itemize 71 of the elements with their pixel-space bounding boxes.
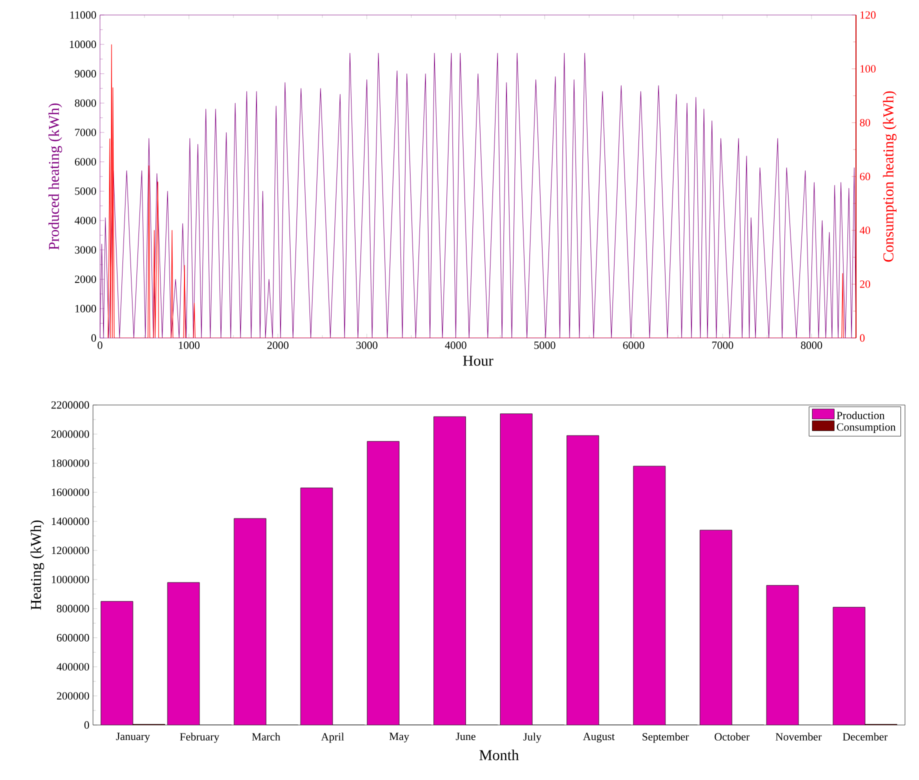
bar: [633, 466, 666, 725]
y2-tick-label: 120: [860, 11, 876, 19]
x-tick-label: January: [116, 732, 150, 742]
bar: [100, 601, 134, 725]
x-tick-label: 5000: [534, 342, 556, 349]
y-tick-label: 1800000: [52, 459, 90, 467]
x-tick-label: 1000: [178, 342, 200, 349]
y-tick-label: 0: [91, 334, 96, 342]
y2-tick-label: 0: [860, 334, 865, 342]
x-tick-label: 4000: [444, 342, 466, 349]
x-axis-title: Month: [479, 750, 519, 760]
y-tick-label: 1600000: [52, 488, 90, 496]
y-tick-label: 4000: [74, 216, 96, 224]
bar: [700, 530, 732, 725]
y2-axis-title: Consumption heating (kWh): [882, 91, 897, 262]
x-tick-label: September: [642, 732, 689, 743]
y-tick-label: 1000000: [52, 576, 90, 584]
x-tick-label: May: [389, 732, 410, 742]
bar: [167, 582, 200, 725]
x-tick-label: November: [776, 732, 822, 741]
y-tick-label: 7000: [75, 128, 96, 136]
bar: [434, 416, 466, 725]
y-tick-label: 10000: [70, 40, 96, 48]
y-tick-label: 0: [84, 721, 90, 729]
y-tick-label: 11000: [70, 11, 96, 19]
x-tick-label: February: [180, 732, 220, 743]
y-tick-label: 1400000: [52, 518, 90, 526]
y-tick-label: 8000: [74, 99, 96, 107]
bar: [832, 606, 866, 725]
bar: [300, 488, 333, 725]
legend-label: Production: [836, 411, 885, 420]
y2-tick-label: 100: [860, 65, 876, 73]
x-tick-label: August: [583, 732, 615, 742]
y-axis-title: Heating (kWh): [30, 520, 44, 610]
x-tick-label: October: [714, 732, 750, 741]
y-tick-label: 3000: [75, 246, 96, 254]
bar: [367, 441, 400, 725]
x-tick-label: April: [321, 732, 344, 743]
bar: [766, 585, 799, 725]
x-tick-label: 0: [98, 342, 102, 349]
y2-tick-label: 20: [860, 280, 870, 288]
x-tick-label: 3000: [356, 342, 378, 349]
y-tick-label: 6000: [74, 158, 96, 166]
bar: [500, 414, 532, 725]
y-tick-label: 9000: [74, 70, 96, 78]
x-tick-label: 8000: [800, 342, 822, 349]
x-tick-label: 7000: [712, 342, 734, 349]
x-tick-label: June: [456, 732, 476, 740]
x-tick-label: March: [252, 732, 280, 741]
y-tick-label: 2200000: [51, 401, 90, 409]
bar: [234, 518, 266, 725]
x-tick-label: December: [842, 732, 888, 741]
legend-label: Consumption: [836, 423, 896, 433]
x-tick-label: 6000: [623, 342, 644, 349]
y2-tick-label: 40: [860, 226, 870, 234]
y2-tick-label: 80: [860, 118, 870, 126]
y-tick-label: 200000: [56, 692, 90, 700]
y-axis-title: Produced heating (kWh): [48, 103, 62, 250]
y-tick-label: 1000: [75, 304, 96, 312]
x-tick-label: 2000: [267, 342, 288, 349]
y-tick-label: 800000: [56, 604, 90, 612]
bar: [566, 436, 599, 725]
x-tick-label: July: [523, 732, 542, 743]
y2-tick-label: 60: [860, 172, 870, 180]
y-tick-label: 400000: [56, 663, 90, 671]
y-tick-label: 1200000: [52, 546, 90, 554]
y-tick-label: 5000: [75, 187, 96, 195]
y-tick-label: 2000: [74, 276, 96, 283]
y-tick-label: 2000000: [51, 430, 90, 438]
x-axis-title: Hour: [463, 356, 494, 366]
y-tick-label: 600000: [56, 634, 90, 642]
